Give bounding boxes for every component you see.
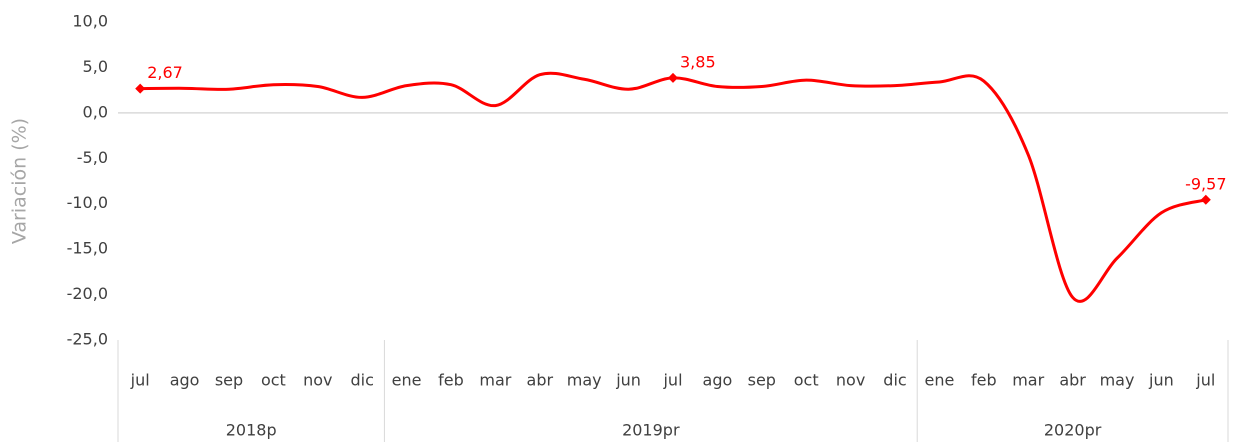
x-tick-label: jul <box>662 371 682 390</box>
group-label: 2020pr <box>1044 421 1102 440</box>
y-tick-label: 0,0 <box>83 102 108 121</box>
x-tick-label: ago <box>170 371 200 390</box>
x-tick-label: oct <box>794 371 819 390</box>
x-tick-label: nov <box>303 371 332 390</box>
x-tick-label: ene <box>924 371 954 390</box>
x-tick-label: ene <box>392 371 422 390</box>
point-marker <box>1200 194 1211 205</box>
y-tick-label: -5,0 <box>77 148 108 167</box>
value-label: 2,67 <box>147 63 183 82</box>
x-tick-label: jun <box>615 371 641 390</box>
x-tick-label: jul <box>1195 371 1215 390</box>
y-tick-label: -25,0 <box>67 330 108 349</box>
x-tick-label: mar <box>479 371 511 390</box>
y-tick-label: 5,0 <box>83 57 108 76</box>
y-tick-label: -20,0 <box>67 284 108 303</box>
point-marker <box>668 72 678 83</box>
x-tick-label: sep <box>215 371 243 390</box>
value-label: 3,85 <box>680 52 716 71</box>
y-tick-label: 10,0 <box>72 12 108 31</box>
x-tick-label: dic <box>350 371 373 390</box>
line-series <box>140 71 1207 303</box>
x-tick-label: sep <box>748 371 776 390</box>
x-tick-label: may <box>567 371 602 390</box>
x-tick-label: nov <box>836 371 865 390</box>
x-tick-label: feb <box>971 371 997 390</box>
x-tick-label: jun <box>1148 371 1174 390</box>
group-label: 2018p <box>226 421 277 440</box>
y-tick-label: -10,0 <box>67 193 108 212</box>
x-tick-label: ago <box>703 371 733 390</box>
x-tick-label: abr <box>1059 371 1086 390</box>
x-tick-label: feb <box>438 371 464 390</box>
x-tick-label: mar <box>1012 371 1044 390</box>
point-marker <box>135 83 146 94</box>
value-label: -9,57 <box>1185 174 1226 193</box>
x-tick-label: abr <box>527 371 554 390</box>
x-tick-label: oct <box>261 371 286 390</box>
group-label: 2019pr <box>622 421 680 440</box>
x-tick-label: jul <box>130 371 150 390</box>
y-axis-title: Variación (%) <box>9 118 31 244</box>
x-tick-label: may <box>1100 371 1135 390</box>
y-tick-label: -15,0 <box>67 239 108 258</box>
x-tick-label: dic <box>883 371 906 390</box>
